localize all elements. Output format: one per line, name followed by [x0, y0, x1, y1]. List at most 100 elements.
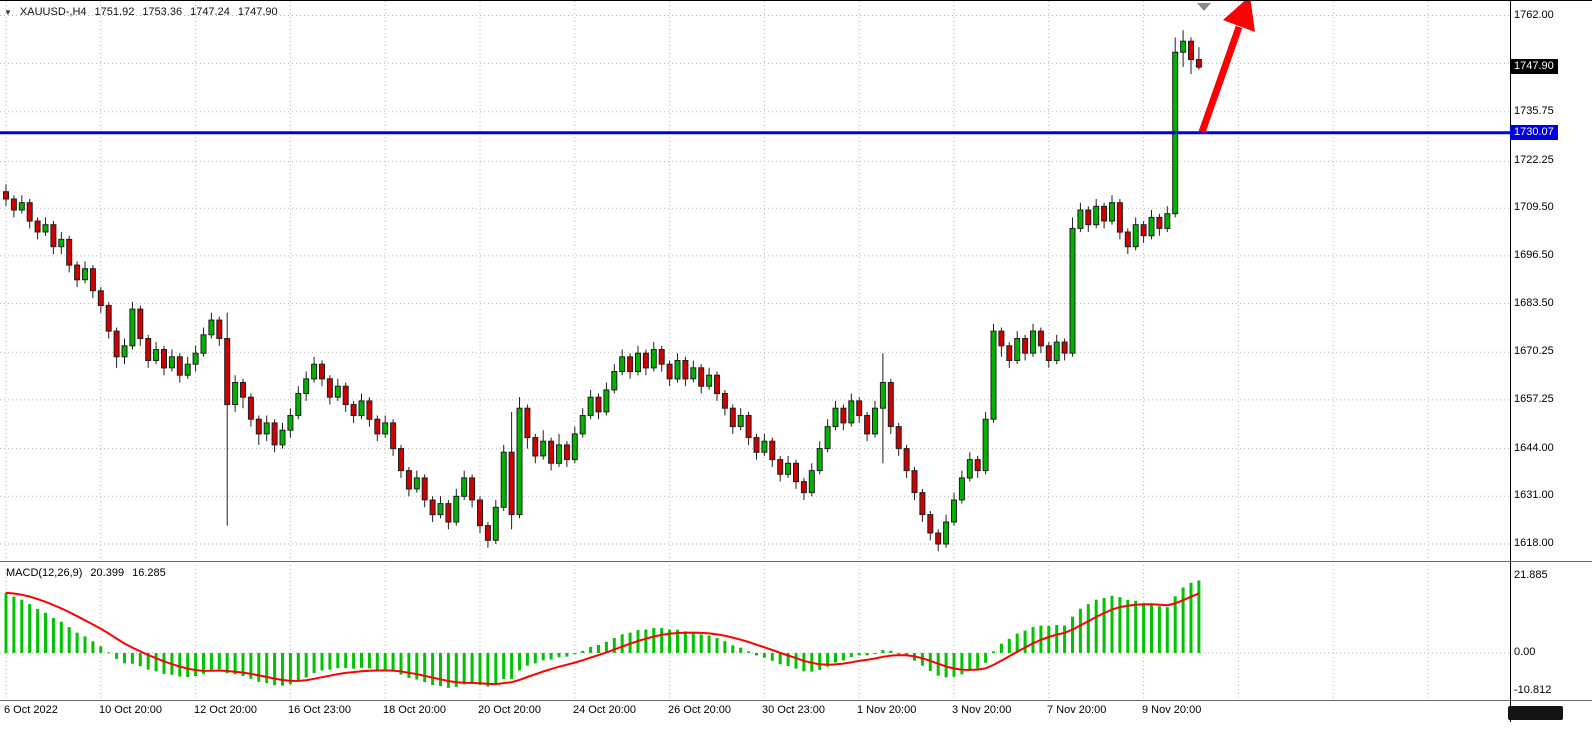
macd-name-label: MACD(12,26,9) — [6, 567, 83, 579]
candle-body — [508, 451, 515, 516]
candle-body — [753, 437, 760, 453]
macd-axis-label: 21.885 — [1514, 569, 1548, 581]
macd-axis[interactable]: 21.885 0.00 -10.812 — [1510, 0, 1592, 723]
candle-body — [793, 462, 799, 483]
candle-body — [808, 470, 815, 494]
candle-body — [642, 352, 649, 369]
candle-body — [524, 407, 531, 439]
candle-body — [192, 352, 199, 365]
candle-body — [1188, 40, 1194, 61]
time-axis[interactable]: 6 Oct 2022 10 Oct 20:00 12 Oct 20:00 16 Oct… — [0, 700, 1592, 723]
price-axis-label: 1722.25 — [1514, 154, 1554, 166]
candle-body — [1116, 202, 1123, 233]
macd-axis-label: -10.812 — [1514, 684, 1552, 696]
candle-body — [1053, 341, 1060, 362]
price-axis-label: 1683.50 — [1514, 297, 1554, 309]
symbol-info-bar: ▼ XAUUSD-,H4 1751.92 1753.36 1747.24 174… — [4, 6, 278, 18]
candle-body — [1069, 227, 1076, 354]
time-axis-label: 20 Oct 20:00 — [478, 704, 541, 716]
candle-body — [943, 521, 950, 545]
candle-body — [413, 477, 420, 490]
candle-body — [1077, 209, 1084, 229]
candle-body — [935, 532, 942, 545]
candle-body — [153, 349, 160, 361]
candle-body — [263, 422, 270, 435]
candle-body — [42, 224, 49, 233]
trend-arrow[interactable] — [1198, 0, 1255, 134]
candle-body — [453, 495, 460, 523]
candle-body — [26, 202, 33, 222]
price-axis-label: 1670.25 — [1514, 345, 1554, 357]
candle-body — [279, 429, 286, 446]
time-axis-label: 12 Oct 20:00 — [194, 704, 257, 716]
candle-body — [469, 477, 476, 501]
candle-body — [785, 462, 792, 475]
candle-body — [145, 338, 152, 361]
candle-body — [840, 407, 847, 424]
candle-body — [1109, 202, 1115, 222]
candle-body — [595, 396, 602, 413]
candle-body — [729, 407, 736, 428]
candle-body — [105, 304, 112, 332]
candle-body — [34, 220, 41, 233]
candle-body — [974, 459, 981, 472]
price-axis-label: 1657.25 — [1514, 393, 1554, 405]
candle-body — [303, 378, 310, 394]
price-axis-label: 1696.50 — [1514, 249, 1554, 261]
candle-body — [579, 415, 586, 435]
candle-body — [872, 407, 878, 435]
candle-body — [587, 396, 594, 417]
candle-body — [800, 481, 807, 494]
candle-body — [121, 345, 128, 358]
candle-body — [571, 433, 578, 461]
candle-body — [563, 444, 570, 461]
candle-body — [366, 400, 373, 420]
candle-body — [627, 356, 634, 372]
candle-body — [184, 363, 191, 376]
candle-body — [10, 198, 17, 211]
candle-body — [848, 400, 855, 424]
time-axis-label: 18 Oct 20:00 — [383, 704, 446, 716]
candle-body — [548, 440, 555, 464]
candle-body — [919, 492, 926, 516]
candle-body — [342, 385, 349, 406]
ohlc-high-value: 1753.36 — [142, 6, 183, 18]
candle-body — [1101, 205, 1108, 222]
scrollbar-thumb[interactable] — [1508, 706, 1563, 720]
time-axis-label: 7 Nov 20:00 — [1047, 704, 1107, 716]
candle-body — [998, 330, 1005, 347]
candle-body — [714, 374, 720, 395]
candle-body — [951, 499, 957, 523]
candle-body — [721, 393, 728, 409]
candle-body — [429, 499, 436, 516]
candle-body — [1085, 209, 1092, 226]
candle-body — [334, 385, 341, 398]
candle-body — [927, 514, 934, 534]
candle-body — [824, 426, 831, 450]
candle-body — [666, 363, 673, 380]
candle-body — [50, 224, 57, 248]
candle-body — [382, 422, 389, 435]
candle-body — [911, 470, 918, 494]
candle-body — [706, 374, 713, 387]
candle-body — [477, 499, 483, 527]
candle-body — [619, 356, 626, 372]
time-axis-label: 6 Oct 2022 — [4, 704, 58, 716]
candle-body — [247, 396, 254, 420]
price-axis-label: 1631.00 — [1514, 489, 1554, 501]
candle-body — [1132, 224, 1139, 248]
time-axis-label: 9 Nov 20:00 — [1142, 704, 1202, 716]
price-axis-label: 1735.75 — [1514, 105, 1554, 117]
candle-body — [311, 363, 318, 380]
ohlc-close-value: 1747.90 — [237, 6, 278, 18]
candle-body — [405, 470, 412, 490]
candle-body — [176, 356, 183, 376]
candle-body — [319, 363, 325, 380]
time-axis-label: 3 Nov 20:00 — [952, 704, 1012, 716]
price-axis[interactable]: 1762.00 1735.75 1722.25 1709.50 1696.50 1683.… — [1510, 0, 1592, 723]
symbol-timeframe-label: XAUUSD-,H4 — [19, 6, 87, 18]
candle-body — [168, 356, 175, 369]
macd-axis-label: 0.00 — [1514, 646, 1536, 658]
candle-body — [74, 264, 81, 281]
